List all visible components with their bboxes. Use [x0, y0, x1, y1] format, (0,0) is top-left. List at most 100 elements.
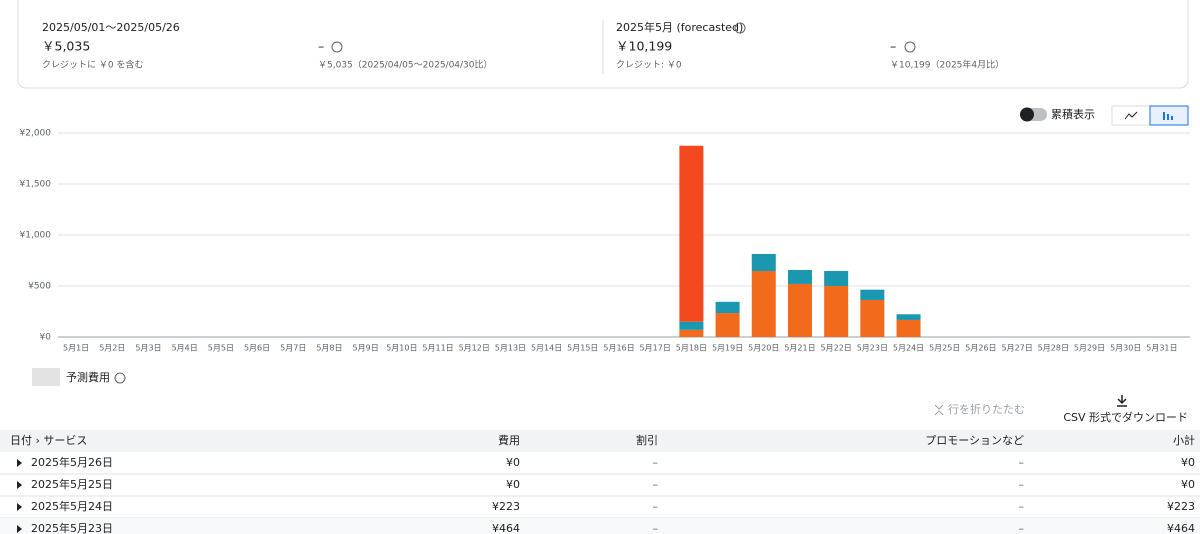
forecast-comparison: ￥10,199（2025年4月比） [890, 59, 1004, 71]
collapse-button[interactable]: 行を折りたたむ [948, 402, 1025, 416]
bar-segment [787, 283, 812, 337]
forecast-title: 2025年5月 (forecasted) [616, 20, 743, 34]
table-cell: ¥0 [506, 456, 520, 469]
table-cell: 2025年5月25日 [31, 477, 113, 491]
x-tick-label: 5月22日 [821, 344, 852, 353]
download-icon [1117, 395, 1127, 407]
help-icon[interactable] [114, 372, 126, 384]
bar-segment [896, 314, 921, 320]
bar-segment [679, 145, 704, 322]
bar-segment [824, 286, 849, 337]
bar-segment [679, 321, 704, 330]
column-header: 費用 [498, 433, 520, 447]
help-icon[interactable] [331, 41, 343, 53]
change: – [318, 39, 324, 54]
x-tick-label: 5月4日 [172, 344, 198, 353]
x-tick-label: 5月31日 [1146, 344, 1177, 353]
row-highlight [0, 518, 1200, 534]
x-tick-label: 5月19日 [712, 344, 743, 353]
bar-segment [860, 299, 885, 337]
x-tick-label: 5月17日 [640, 344, 671, 353]
legend-label: 予測費用 [66, 370, 110, 384]
table-cell: – [1019, 478, 1025, 491]
forecast-amount: ￥10,199 [616, 39, 672, 54]
table-cell: ¥223 [492, 500, 520, 513]
expand-icon [17, 481, 22, 489]
bar-segment [751, 253, 776, 272]
x-tick-label: 5月27日 [1001, 344, 1032, 353]
bar-segment [787, 269, 812, 284]
x-tick-label: 5月20日 [748, 344, 779, 353]
x-tick-label: 5月28日 [1038, 344, 1069, 353]
x-tick-label: 5月12日 [459, 344, 490, 353]
column-header: 日付 › サービス [10, 434, 87, 447]
forecast-change: – [890, 39, 896, 54]
bar-segment [860, 289, 885, 300]
x-tick-label: 5月9日 [353, 344, 379, 353]
table-cell: – [653, 522, 659, 534]
x-tick-label: 5月10日 [386, 344, 417, 353]
bar-segment [679, 329, 704, 337]
table-cell: ¥0 [1181, 478, 1195, 491]
expand-icon [17, 459, 22, 467]
table-header [0, 430, 1200, 452]
x-tick-label: 5月16日 [603, 344, 634, 353]
line-icon [1124, 111, 1138, 120]
toggle-knob[interactable] [1020, 107, 1034, 122]
x-tick-label: 5月29日 [1074, 344, 1105, 353]
table-cell: ¥0 [506, 478, 520, 491]
table-cell: ¥464 [492, 522, 520, 534]
amount: ￥5,035 [42, 39, 90, 54]
forecast-credit: クレジット: ￥0 [616, 60, 682, 71]
x-tick-label: 5月18日 [676, 344, 707, 353]
x-tick-label: 5月13日 [495, 344, 526, 353]
bar-segment [824, 271, 849, 286]
x-tick-label: 5月8日 [316, 344, 342, 353]
x-tick-label: 5月6日 [244, 344, 270, 353]
column-header: プロモーションなど [925, 434, 1024, 447]
legend-swatch [32, 368, 60, 386]
table-cell: – [1019, 522, 1025, 534]
period: 2025/05/01〜2025/05/26 [42, 21, 180, 34]
x-tick-label: 5月26日 [965, 344, 996, 353]
table-cell: ¥464 [1167, 522, 1195, 534]
x-tick-label: 5月25日 [929, 344, 960, 353]
column-header: 割引 [636, 433, 658, 447]
x-tick-label: 5月1日 [63, 344, 89, 353]
bar-segment [715, 313, 740, 337]
y-tick-label: ¥1,000 [20, 231, 52, 241]
toggle-label: 累積表示 [1051, 107, 1095, 121]
bar-segment [715, 301, 740, 314]
credit: クレジットに ￥0 を含む [42, 59, 143, 71]
x-tick-label: 5月30日 [1110, 344, 1141, 353]
y-tick-label: ¥1,500 [20, 180, 52, 190]
collapse-icon [934, 404, 944, 416]
download-button[interactable]: CSV 形式でダウンロード [1063, 410, 1188, 424]
table-cell: ¥0 [1181, 456, 1195, 469]
x-tick-label: 5月5日 [208, 344, 234, 353]
table-cell: – [653, 500, 659, 513]
table-cell: – [653, 478, 659, 491]
y-tick-label: ¥2,000 [20, 129, 52, 139]
x-tick-label: 5月24日 [893, 344, 924, 353]
x-tick-label: 5月15日 [567, 344, 598, 353]
y-tick-label: ¥0 [40, 333, 52, 343]
x-tick-label: 5月3日 [135, 344, 161, 353]
x-tick-label: 5月2日 [99, 344, 125, 353]
chart: ¥0 ¥500 ¥1,000 ¥1,500 ¥2,000 5月1日 5月2日 5月3日 5月4日… [20, 129, 1190, 353]
help-icon[interactable] [734, 22, 746, 34]
table-cell: 2025年5月24日 [31, 499, 113, 513]
comparison: ￥5,035（2025/04/05〜2025/04/30比） [318, 59, 493, 71]
bar-segment [751, 271, 776, 337]
x-tick-label: 5月14日 [531, 344, 562, 353]
x-tick-label: 5月23日 [857, 344, 888, 353]
table-cell: ¥223 [1167, 500, 1195, 513]
table: 日付 › サービス 費用 割引 プロモーションなど 小計 2025年5月26日 ¥0 – – ¥0… [0, 433, 1200, 534]
column-header: 小計 [1173, 433, 1195, 447]
table-cell: – [653, 456, 659, 469]
y-tick-label: ¥500 [28, 282, 51, 292]
expand-icon [17, 525, 22, 533]
help-icon[interactable] [904, 41, 916, 53]
table-cell: 2025年5月23日 [31, 521, 113, 534]
